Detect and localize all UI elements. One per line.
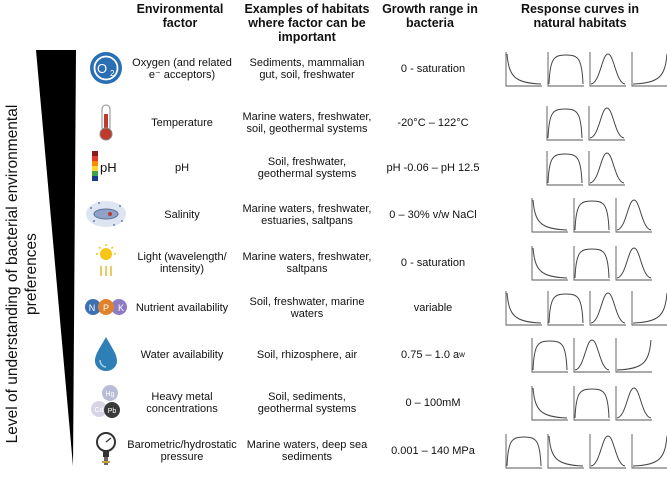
factor-name: pH <box>174 161 190 174</box>
factor-row: O 2 Oxygen (and related e⁻ acceptors) Sed… <box>0 46 667 92</box>
growth-range: 0 – 100mM <box>378 380 488 426</box>
response-curve-peak <box>614 384 654 422</box>
growth-range: 0.001 – 140 MPa <box>378 428 488 474</box>
response-curve-peak <box>614 244 654 282</box>
pressure-gauge-icon <box>84 430 128 470</box>
habitat-examples: Soil, freshwater, geothermal systems <box>257 155 357 181</box>
ph-color-scale-icon: pH <box>84 147 128 187</box>
growth-range-text: 0 – 100mM <box>405 396 461 409</box>
svg-text:N: N <box>89 303 96 313</box>
growth-range-text: 0 - saturation <box>400 62 466 75</box>
growth-range: 0 - saturation <box>378 46 488 92</box>
growth-range-text: 0 – 30% v/w NaCl <box>389 208 477 221</box>
habitat-examples: Soil, sediments, geothermal systems <box>257 390 357 416</box>
growth-range-text: -20°C – 122°C <box>397 116 469 129</box>
response-curve-plateau <box>546 50 586 88</box>
growth-range: pH -0.06 – pH 12.5 <box>378 145 488 191</box>
habitat-examples: Soil, freshwater, marine waters <box>249 295 365 321</box>
factor-row: Temperature Marine waters, freshwater, so… <box>0 100 667 146</box>
response-curve-decay <box>530 196 570 234</box>
npk-nutrient-icon: N P K <box>84 287 128 327</box>
factor-row: pH pH Soil, freshwater, geothermal system… <box>0 145 667 191</box>
header-response-curves: Response curves in natural habitats <box>520 2 640 30</box>
sun-light-icon <box>84 242 128 282</box>
svg-text:Hg: Hg <box>106 391 115 398</box>
response-curve-plateau <box>545 104 585 142</box>
factor-row: Hg Cd Pb Heavy metal concentrations Soil,… <box>0 380 667 426</box>
response-curve-decay <box>504 289 544 327</box>
response-curve-rise <box>614 336 654 374</box>
response-curve-decay <box>530 244 570 282</box>
response-curve-plateau <box>572 384 612 422</box>
factor-name: Nutrient availability <box>135 301 229 314</box>
growth-range-text: 0.75 – 1.0 a <box>401 348 460 361</box>
oxygen-o2-icon: O 2 <box>84 48 128 88</box>
response-curve-decay <box>546 432 586 470</box>
response-curve-plateau <box>546 289 586 327</box>
factor-name: Light (wavelength/ intensity) <box>137 250 227 276</box>
factor-name: Water availability <box>140 348 224 361</box>
heavy-metal-icon: Hg Cd Pb <box>84 382 128 422</box>
habitat-examples: Marine waters, freshwater, saltpans <box>242 250 372 276</box>
growth-range-text: 0 - saturation <box>400 256 466 269</box>
growth-range: -20°C – 122°C <box>378 100 488 146</box>
factor-name: Temperature <box>151 116 213 129</box>
factor-name: Barometric/hydrostatic pressure <box>127 438 237 464</box>
header-environmental-factor: Environmental factor <box>136 2 224 30</box>
growth-range-subscript: w <box>459 349 465 359</box>
growth-range-text: pH -0.06 – pH 12.5 <box>386 161 480 174</box>
response-curve-peak <box>588 289 628 327</box>
habitat-examples: Marine waters, deep sea sediments <box>246 438 368 464</box>
response-curve-plateau <box>572 244 612 282</box>
response-curve-peak <box>587 104 627 142</box>
response-curve-rise <box>630 432 667 470</box>
factor-row: Light (wavelength/ intensity) Marine wate… <box>0 240 667 286</box>
factor-name: Oxygen (and related e⁻ acceptors) <box>132 56 232 82</box>
response-curve-plateau <box>545 149 585 187</box>
habitat-examples: Marine waters, freshwater, estuaries, sa… <box>242 202 372 228</box>
habitat-examples: Soil, rhizosphere, air <box>256 348 358 361</box>
svg-text:P: P <box>103 303 109 313</box>
growth-range: variable <box>378 285 488 331</box>
response-curve-peak <box>588 50 628 88</box>
response-curve-rise <box>630 289 667 327</box>
response-curve-plateau <box>504 432 544 470</box>
growth-range: 0 - saturation <box>378 240 488 286</box>
response-curve-peak <box>572 336 612 374</box>
o2-subscript: 2 <box>110 69 115 78</box>
factor-name: Heavy metal concentrations <box>146 390 218 416</box>
response-curve-peak <box>587 149 627 187</box>
header-growth-range: Growth range in bacteria <box>382 2 478 30</box>
thermometer-icon <box>84 102 128 142</box>
factor-row: Water availability Soil, rhizosphere, air… <box>0 332 667 378</box>
response-curve-rise <box>630 50 667 88</box>
svg-text:Pb: Pb <box>108 408 117 415</box>
understanding-gradient-wedge <box>36 50 76 466</box>
response-curve-peak <box>588 432 628 470</box>
water-drop-icon <box>84 334 128 374</box>
growth-range: 0 – 30% v/w NaCl <box>378 192 488 238</box>
salinity-bacterium-icon <box>84 194 128 234</box>
response-curve-plateau <box>572 196 612 234</box>
factor-name: Salinity <box>164 208 200 221</box>
habitat-examples: Sediments, mammalian gut, soil, freshwat… <box>249 56 365 82</box>
growth-range-text: 0.001 – 140 MPa <box>391 444 475 457</box>
response-curve-plateau <box>530 336 570 374</box>
factor-row: Salinity Marine waters, freshwater, estua… <box>0 192 667 238</box>
factor-row: N P K Nutrient availability Soil, freshwa… <box>0 285 667 331</box>
svg-text:Cd: Cd <box>95 407 104 414</box>
ph-text: pH <box>100 160 117 175</box>
response-curve-decay <box>504 50 544 88</box>
growth-range-text: variable <box>413 301 453 314</box>
o2-letter: O <box>97 61 107 76</box>
habitat-examples: Marine waters, freshwater, soil, geother… <box>242 110 372 136</box>
response-curve-peak <box>614 196 654 234</box>
response-curve-decay <box>530 384 570 422</box>
factor-row: Barometric/hydrostatic pressure Marine wa… <box>0 428 667 474</box>
svg-text:K: K <box>118 303 124 313</box>
header-habitats: Examples of habitats where factor can be… <box>244 2 370 44</box>
